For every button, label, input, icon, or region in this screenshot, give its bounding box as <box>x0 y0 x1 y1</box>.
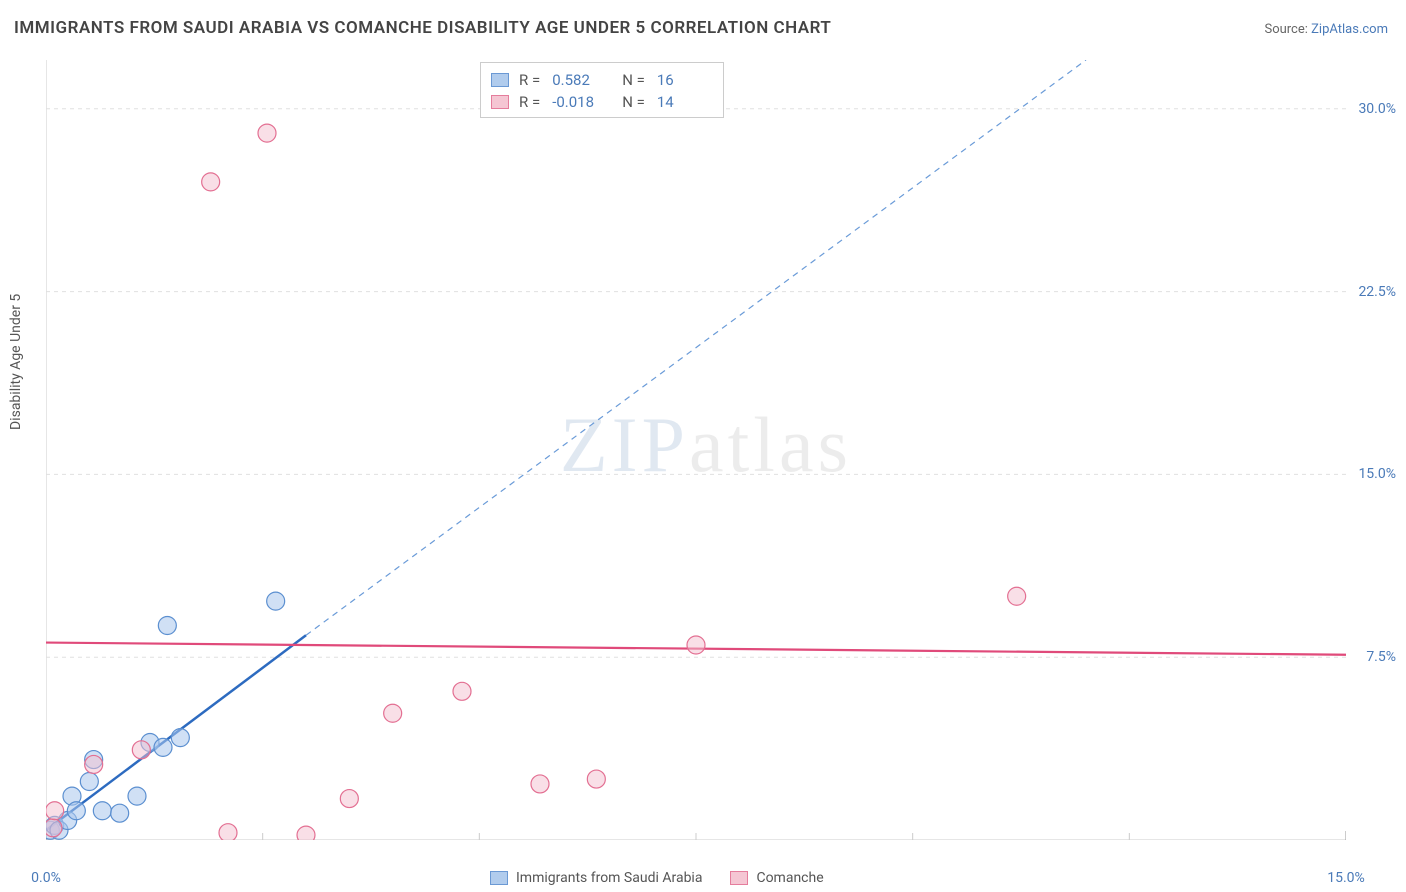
source-label: Source: <box>1264 22 1311 37</box>
r-value-comanche: -0.018 <box>552 91 604 113</box>
n-value-comanche: 14 <box>657 91 709 113</box>
n-label: N = <box>622 69 645 91</box>
legend-label-saudi: Immigrants from Saudi Arabia <box>516 870 702 886</box>
r-label: R = <box>519 69 540 91</box>
legend-swatch-comanche <box>730 871 748 885</box>
x-tick-label: 15.0% <box>1327 870 1365 886</box>
legend-item-comanche: Comanche <box>730 870 823 886</box>
legend-label-comanche: Comanche <box>756 870 823 886</box>
n-value-saudi: 16 <box>657 69 709 91</box>
bottom-legend: Immigrants from Saudi Arabia Comanche <box>490 870 824 886</box>
chart-title: IMMIGRANTS FROM SAUDI ARABIA VS COMANCHE… <box>14 18 831 38</box>
stats-row-comanche: R = -0.018 N = 14 <box>491 91 709 113</box>
y-axis-label: Disability Age Under 5 <box>8 294 24 430</box>
y-tick-label: 15.0% <box>1358 466 1396 482</box>
swatch-comanche <box>491 95 509 109</box>
x-tick-label: 0.0% <box>31 870 61 886</box>
y-tick-label: 22.5% <box>1358 284 1396 300</box>
y-tick-label: 30.0% <box>1358 101 1396 117</box>
source-value: ZipAtlas.com <box>1311 22 1388 37</box>
r-value-saudi: 0.582 <box>552 69 604 91</box>
scatter-plot <box>46 60 1346 840</box>
stats-legend: R = 0.582 N = 16 R = -0.018 N = 14 <box>480 62 724 118</box>
stats-row-saudi: R = 0.582 N = 16 <box>491 69 709 91</box>
n-label: N = <box>622 91 645 113</box>
source-attribution: Source: ZipAtlas.com <box>1264 22 1388 37</box>
y-tick-label: 7.5% <box>1366 649 1396 665</box>
legend-item-saudi: Immigrants from Saudi Arabia <box>490 870 702 886</box>
swatch-saudi <box>491 73 509 87</box>
legend-swatch-saudi <box>490 871 508 885</box>
r-label: R = <box>519 91 540 113</box>
